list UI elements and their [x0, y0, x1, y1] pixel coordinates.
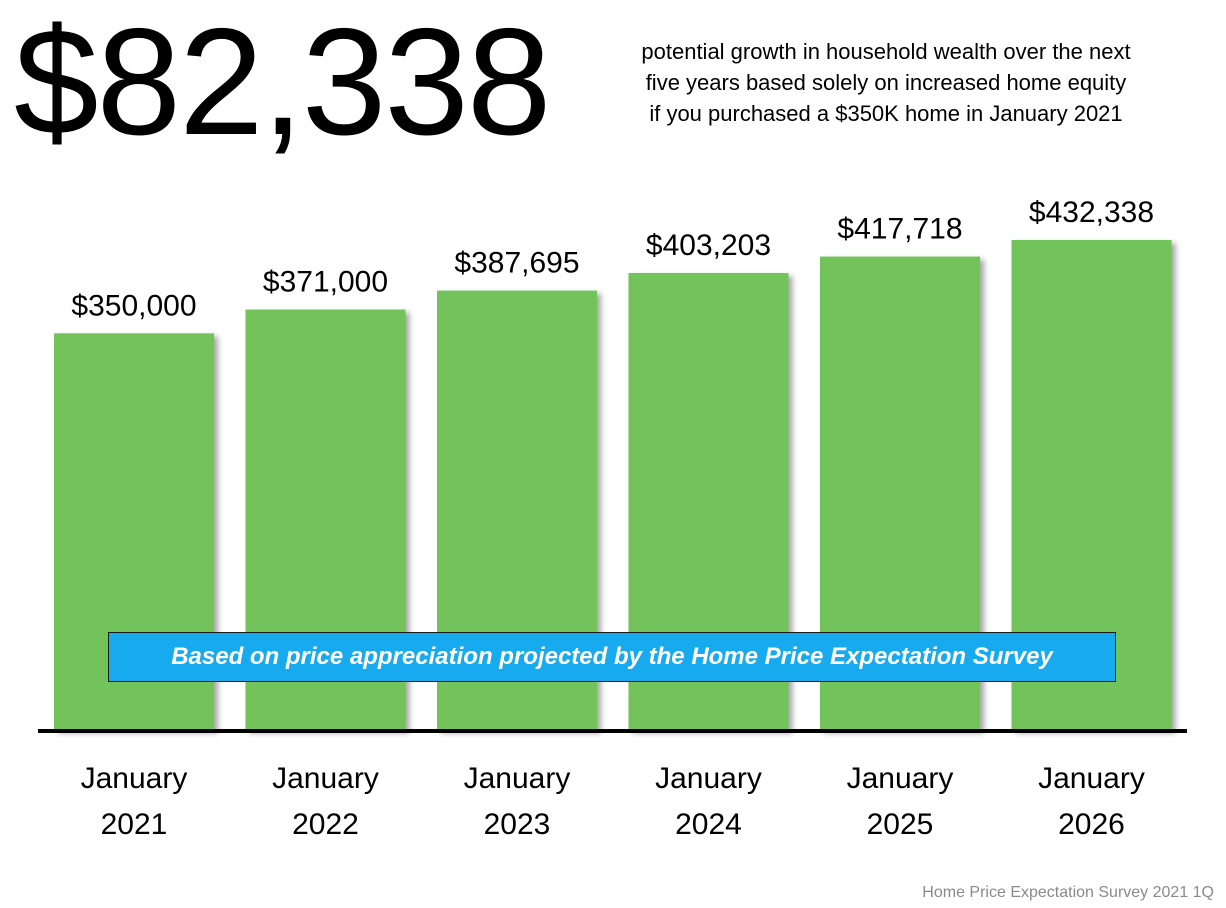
headline-description-line-3: if you purchased a $350K home in January…: [649, 101, 1123, 126]
headline-description-line-1: potential growth in household wealth ove…: [641, 39, 1131, 64]
x-tick-month: January: [655, 762, 762, 795]
x-tick-month: January: [1038, 762, 1145, 795]
data-label: $417,718: [837, 213, 962, 246]
data-label: $432,338: [1029, 196, 1154, 229]
x-tick-month: January: [81, 762, 188, 795]
x-tick-month: January: [464, 762, 571, 795]
headline-description: potential growth in household wealth ove…: [566, 36, 1206, 129]
x-tick-label: January 2021: [81, 762, 188, 841]
x-tick-year: 2025: [867, 808, 934, 841]
headline-value: $82,338: [14, 0, 551, 167]
data-label: $403,203: [646, 229, 771, 262]
x-tick-year: 2022: [292, 808, 359, 841]
x-tick-label: January 2024: [655, 762, 762, 841]
x-tick-year: 2023: [484, 808, 551, 841]
x-tick-label: January 2026: [1038, 762, 1145, 841]
headline-description-line-2: five years based solely on increased hom…: [645, 70, 1127, 95]
x-tick-label: January 2025: [847, 762, 954, 841]
data-label: $371,000: [263, 266, 388, 299]
x-tick-year: 2021: [101, 808, 168, 841]
x-tick-year: 2024: [675, 808, 742, 841]
x-tick-year: 2026: [1058, 808, 1125, 841]
data-label: $350,000: [71, 289, 196, 322]
x-tick-month: January: [272, 762, 379, 795]
x-tick-label: January 2023: [464, 762, 571, 841]
survey-banner: Based on price appreciation projected by…: [108, 632, 1116, 682]
x-tick-label: January 2022: [272, 762, 379, 841]
data-label: $387,695: [454, 247, 579, 280]
source-note: Home Price Expectation Survey 2021 1Q: [922, 884, 1214, 901]
x-tick-month: January: [847, 762, 954, 795]
